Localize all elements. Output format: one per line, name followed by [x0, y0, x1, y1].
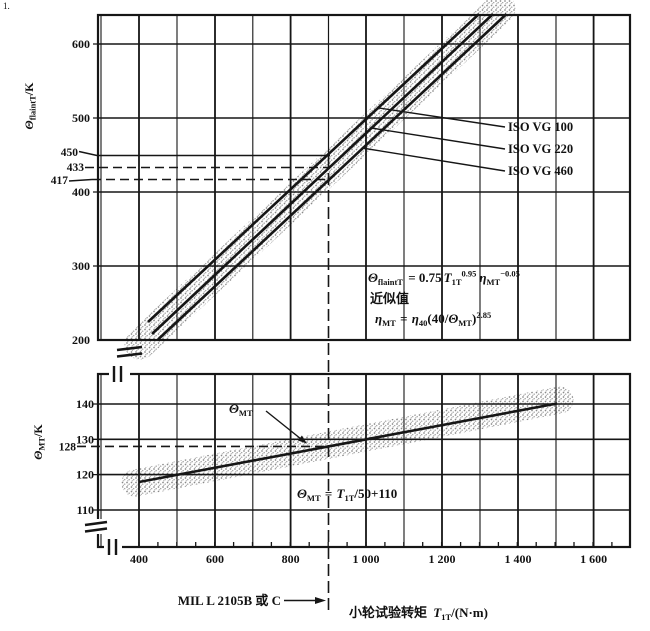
- mil-arrowhead-icon: [315, 597, 326, 604]
- x-tick-600: 600: [206, 552, 224, 566]
- x-axis-tick-marks: [138, 542, 613, 547]
- bottom-grid-vertical-major: [138, 374, 595, 547]
- axis-breaks: [84, 345, 143, 555]
- top-grid-vertical-major: [138, 15, 595, 340]
- y-tick-120: 120: [76, 468, 94, 482]
- marked-value-433: 433: [67, 162, 85, 174]
- y-tick-300: 300: [72, 259, 90, 273]
- y-tick-130: 130: [76, 432, 94, 446]
- label-iso-vg-100: ISO VG 100: [508, 120, 573, 134]
- top-y-axis-label: ΘflaintT/K: [22, 82, 38, 130]
- equation-theta-mt: ΘMT = T1T/50+110: [297, 486, 397, 503]
- data-lines: [138, 13, 558, 484]
- x-tick-1000: 1 000: [353, 552, 380, 566]
- y-tick-400: 400: [72, 185, 90, 199]
- break-y-axis-low: [84, 519, 108, 534]
- leader-iso-vg-220: [370, 127, 506, 150]
- x-tick-labels: 400 600 800 1 000 1 200 1 400 1 600: [130, 552, 607, 566]
- approx-note: 近似值: [370, 291, 409, 306]
- iso-leaders: [361, 107, 506, 172]
- marked-value-417: 417: [51, 175, 69, 187]
- y-tick-500: 500: [72, 111, 90, 125]
- arrows: [265, 410, 326, 604]
- theta-mt-arrowhead-icon: [298, 435, 307, 444]
- line-iso-vg-460: [157, 13, 508, 341]
- line-iso-vg-100: [147, 13, 480, 323]
- line-iso-vg-220: [151, 13, 494, 335]
- top-y-tick-labels: 600 500 400 300 200 450 433 417: [51, 37, 90, 347]
- page-fragment: 1.: [3, 1, 10, 11]
- construction-lines: [68, 150, 330, 612]
- top-grid-vertical-minor: [100, 15, 557, 340]
- label-iso-vg-460: ISO VG 460: [508, 164, 573, 178]
- iso-vg-labels: ISO VG 100 ISO VG 220 ISO VG 460: [508, 120, 573, 178]
- break-x-axis: [104, 539, 122, 555]
- line-450: [78, 150, 330, 157]
- line-417-leader: [68, 178, 93, 182]
- bottom-y-axis-label: ΘMT/K: [31, 424, 47, 460]
- leader-iso-vg-460: [361, 147, 506, 172]
- x-axis-label: 小轮试验转矩 T1T/(N·m): [349, 605, 488, 622]
- x-tick-1600: 1 600: [580, 552, 607, 566]
- equation-flash-temperature: ΘflaintT = 0.75 T1T0.95 ηMT−0.05: [368, 269, 520, 288]
- marked-value-450: 450: [61, 147, 79, 159]
- bottom-y-tick-labels: 140 130 120 110 128: [59, 397, 94, 517]
- y-axis-tick-marks: [93, 43, 98, 511]
- theta-mt-callout: ΘMT: [229, 401, 253, 418]
- y-tick-140: 140: [76, 397, 94, 411]
- equation-eta: ηMT = η40(40/ΘMT)2.85: [375, 310, 491, 328]
- top-grid-horizontal: [98, 43, 630, 267]
- break-between-plots-axis: [116, 345, 143, 358]
- x-tick-1200: 1 200: [429, 552, 456, 566]
- marked-value-128: 128: [59, 441, 77, 453]
- y-tick-110: 110: [77, 503, 94, 517]
- x-tick-400: 400: [130, 552, 148, 566]
- x-tick-800: 800: [282, 552, 300, 566]
- leader-iso-vg-100: [378, 107, 506, 128]
- y-tick-200: 200: [72, 333, 90, 347]
- mil-annotation: MIL L 2105B 或 C: [178, 593, 281, 608]
- label-iso-vg-220: ISO VG 220: [508, 142, 573, 156]
- y-tick-600: 600: [72, 37, 90, 51]
- bottom-plot-frame: [96, 372, 632, 549]
- break-bottom-plot-top-border: [109, 366, 130, 382]
- top-plot-frame: [96, 13, 632, 342]
- theta-mt-leader: [265, 410, 302, 440]
- grid: [93, 13, 632, 549]
- line-theta-mt: [138, 402, 558, 484]
- x-tick-1400: 1 400: [505, 552, 532, 566]
